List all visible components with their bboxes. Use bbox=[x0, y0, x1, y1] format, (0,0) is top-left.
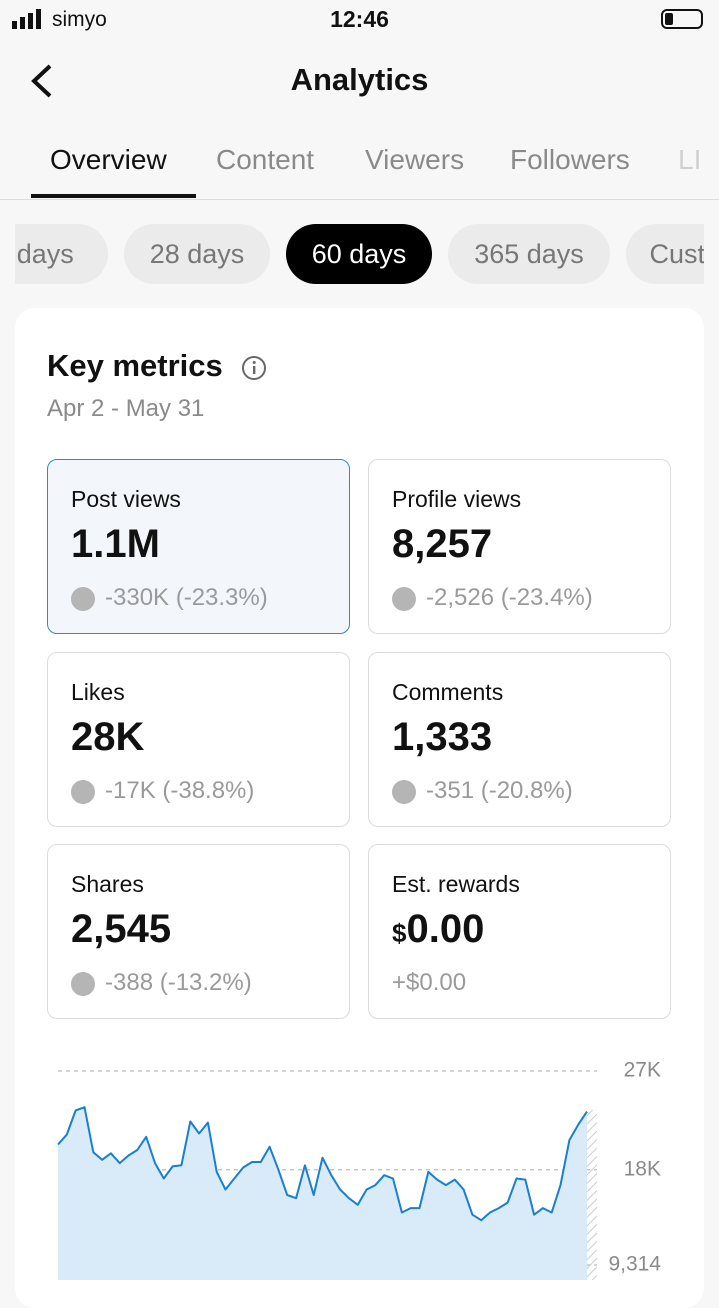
metric-card[interactable]: Profile views 8,257 -2,526 (-23.4%) bbox=[368, 459, 671, 634]
y-tick-label: 18K bbox=[624, 1157, 661, 1180]
range-pill[interactable]: 7 days bbox=[15, 224, 108, 284]
tab-bar: Overview Content Viewers Followers LIVE bbox=[0, 0, 700, 200]
divider bbox=[0, 199, 719, 200]
carrier: simyo bbox=[52, 8, 107, 31]
metric-value: 2,545 bbox=[71, 907, 171, 952]
currency: $ bbox=[392, 918, 407, 948]
metric-value: $0.00 bbox=[392, 907, 484, 952]
line bbox=[57, 1106, 588, 1222]
range-pill[interactable]: 28 days bbox=[124, 224, 270, 284]
clock: 12:46 bbox=[330, 6, 389, 32]
metric-label: Est. rewards bbox=[392, 871, 520, 897]
value: 2,545 bbox=[71, 907, 172, 951]
value: 1,333 bbox=[392, 715, 493, 759]
screen: simyo 12:46 Analytics Overview Content Vie… bbox=[0, 0, 719, 1280]
value: 28K bbox=[71, 715, 145, 759]
range-pill[interactable]: 60 days bbox=[286, 224, 432, 284]
partial-period bbox=[587, 1110, 597, 1280]
y-tick-label: 27K bbox=[624, 1059, 661, 1082]
area bbox=[58, 1107, 587, 1280]
battery bbox=[661, 9, 703, 29]
metric-card[interactable]: Comments 1,333 -351 (-20.8%) bbox=[368, 652, 671, 827]
tab[interactable]: LIVE bbox=[678, 144, 700, 175]
down-icon bbox=[392, 587, 416, 611]
tab[interactable]: Content bbox=[216, 144, 315, 175]
metric-card[interactable]: Post views 1.1M -330K (-23.3%) bbox=[47, 459, 350, 634]
value: 0.00 bbox=[406, 907, 485, 951]
period: Apr 2 - May 31 bbox=[47, 395, 205, 422]
metric-label: Shares bbox=[71, 871, 144, 897]
value: 8,257 bbox=[392, 522, 493, 566]
metric-change: +$0.00 bbox=[392, 969, 467, 996]
tab[interactable]: Viewers bbox=[365, 144, 465, 175]
range-selector: 7 days 28 days 60 days 365 days Custom bbox=[15, 0, 704, 300]
metric-card[interactable]: Shares 2,545 -388 (-13.2%) bbox=[47, 844, 350, 1019]
metric-change: -388 (-13.2%) bbox=[105, 969, 252, 996]
metric-value: 1.1M bbox=[71, 522, 160, 567]
metric-label: Comments bbox=[392, 679, 504, 705]
metric-label: Post views bbox=[71, 486, 181, 512]
metric-card[interactable]: Est. rewards $0.00 +$0.00 bbox=[368, 844, 671, 1019]
info-icon[interactable] bbox=[241, 355, 267, 381]
metric-change: -2,526 (-23.4%) bbox=[426, 584, 593, 611]
signal-icon bbox=[12, 9, 41, 29]
metric-card[interactable]: Likes 28K -17K (-38.8%) bbox=[47, 652, 350, 827]
down-icon bbox=[392, 780, 416, 804]
metric-label: Likes bbox=[71, 679, 125, 705]
down-icon bbox=[71, 780, 95, 804]
tab[interactable]: Overview bbox=[50, 144, 167, 175]
tab-underline bbox=[31, 194, 196, 198]
tab[interactable]: Followers bbox=[510, 144, 630, 175]
down-icon bbox=[71, 972, 95, 996]
metric-change: -17K (-38.8%) bbox=[105, 777, 255, 804]
metric-change: -330K (-23.3%) bbox=[105, 584, 268, 611]
back-button[interactable] bbox=[28, 62, 58, 100]
range-pill[interactable]: Custom bbox=[626, 224, 704, 284]
chart: 9,314 18K 27K bbox=[57, 1059, 661, 1280]
status-bar: simyo 12:46 bbox=[0, 0, 719, 40]
value: 1.1M bbox=[71, 522, 160, 566]
down-icon bbox=[71, 587, 95, 611]
metric-value: 1,333 bbox=[392, 715, 492, 760]
metric-change: -351 (-20.8%) bbox=[426, 777, 573, 804]
metric-value: 28K bbox=[71, 715, 144, 760]
range-pill[interactable]: 365 days bbox=[448, 224, 610, 284]
metric-value: 8,257 bbox=[392, 522, 492, 567]
section-title: Key metrics bbox=[47, 348, 223, 383]
metric-label: Profile views bbox=[392, 486, 522, 512]
page-title: Analytics bbox=[290, 62, 429, 97]
y-tick-label: 9,314 bbox=[608, 1253, 661, 1276]
